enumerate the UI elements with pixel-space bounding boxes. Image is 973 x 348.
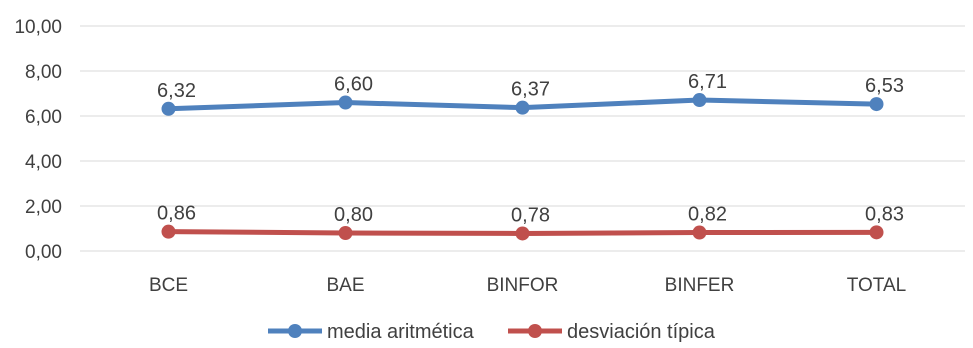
y-tick-label: 4,00: [25, 152, 62, 173]
data-point: [692, 225, 707, 240]
y-tick-label: 2,00: [25, 197, 62, 218]
x-axis-tick-labels: BCE BAE BINFOR BINFER TOTAL: [149, 275, 906, 296]
data-point: [161, 224, 176, 239]
x-tick-label: BAE: [326, 275, 364, 296]
y-tick-label: 6,00: [25, 107, 62, 128]
y-tick-label: 10,00: [14, 17, 62, 38]
data-label: 0,78: [511, 204, 550, 226]
y-tick-label: 0,00: [25, 242, 62, 263]
series-lines: [161, 93, 884, 241]
legend-label: media aritmética: [327, 321, 475, 343]
x-tick-label: BCE: [149, 275, 188, 296]
data-point: [869, 97, 884, 112]
y-tick-label: 8,00: [25, 62, 62, 83]
data-label: 6,53: [865, 75, 904, 97]
data-point: [515, 226, 530, 241]
data-point: [338, 95, 353, 110]
data-labels: 6,32 6,60 6,37 6,71 6,53 0,86 0,80 0,78 0,82 0,83: [157, 71, 904, 226]
data-label: 0,83: [865, 203, 904, 225]
data-label: 0,82: [688, 204, 727, 226]
data-point: [338, 226, 353, 240]
data-point: [692, 93, 707, 108]
data-label: 6,37: [511, 79, 550, 101]
legend-label: desviación típica: [567, 321, 716, 343]
gridlines: [80, 25, 965, 252]
x-tick-label: BINFER: [665, 275, 735, 296]
data-point: [515, 100, 530, 115]
data-label: 0,86: [157, 203, 196, 225]
x-tick-label: BINFOR: [487, 275, 559, 296]
data-label: 0,80: [334, 204, 373, 226]
legend-item: desviación típica: [508, 321, 716, 343]
data-label: 6,60: [334, 74, 373, 96]
legend-item: media aritmética: [268, 321, 475, 343]
y-axis-tick-labels: 0,00 2,00 4,00 6,00 8,00 10,00: [14, 17, 62, 263]
x-tick-label: TOTAL: [847, 275, 906, 296]
data-point: [869, 225, 884, 240]
legend: media aritmética desviación típica: [268, 321, 716, 343]
data-label: 6,32: [157, 80, 196, 102]
data-label: 6,71: [688, 71, 727, 93]
data-point: [161, 101, 176, 116]
legend-swatch-marker: [288, 324, 302, 338]
legend-swatch-marker: [528, 324, 542, 338]
